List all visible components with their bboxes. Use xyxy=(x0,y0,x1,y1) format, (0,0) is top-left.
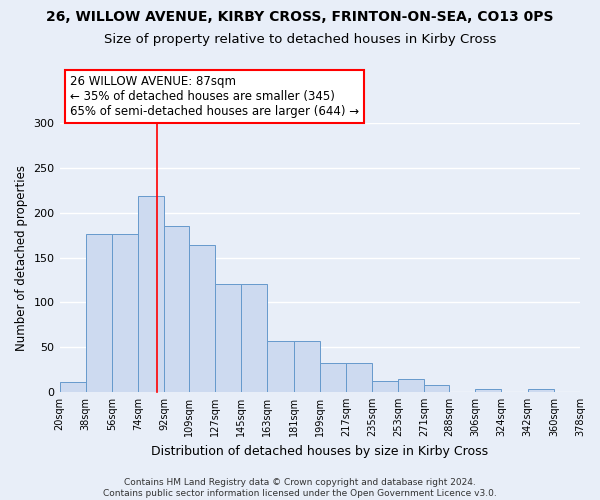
Bar xyxy=(241,284,268,392)
Text: Contains HM Land Registry data © Crown copyright and database right 2024.
Contai: Contains HM Land Registry data © Crown c… xyxy=(103,478,497,498)
Bar xyxy=(293,341,320,392)
Bar xyxy=(59,382,86,392)
Bar xyxy=(86,234,112,392)
Bar xyxy=(320,364,346,392)
Bar xyxy=(215,284,241,392)
Bar xyxy=(398,380,424,392)
Bar xyxy=(372,381,398,392)
Text: 26 WILLOW AVENUE: 87sqm
← 35% of detached houses are smaller (345)
65% of semi-d: 26 WILLOW AVENUE: 87sqm ← 35% of detache… xyxy=(70,75,359,118)
Bar xyxy=(189,245,215,392)
Bar xyxy=(164,226,189,392)
X-axis label: Distribution of detached houses by size in Kirby Cross: Distribution of detached houses by size … xyxy=(151,444,488,458)
Bar xyxy=(138,196,164,392)
Bar xyxy=(475,389,502,392)
Bar xyxy=(424,385,449,392)
Bar xyxy=(346,364,372,392)
Y-axis label: Number of detached properties: Number of detached properties xyxy=(15,164,28,350)
Text: 26, WILLOW AVENUE, KIRBY CROSS, FRINTON-ON-SEA, CO13 0PS: 26, WILLOW AVENUE, KIRBY CROSS, FRINTON-… xyxy=(46,10,554,24)
Text: Size of property relative to detached houses in Kirby Cross: Size of property relative to detached ho… xyxy=(104,32,496,46)
Bar xyxy=(268,341,293,392)
Bar xyxy=(112,234,138,392)
Bar xyxy=(527,389,554,392)
